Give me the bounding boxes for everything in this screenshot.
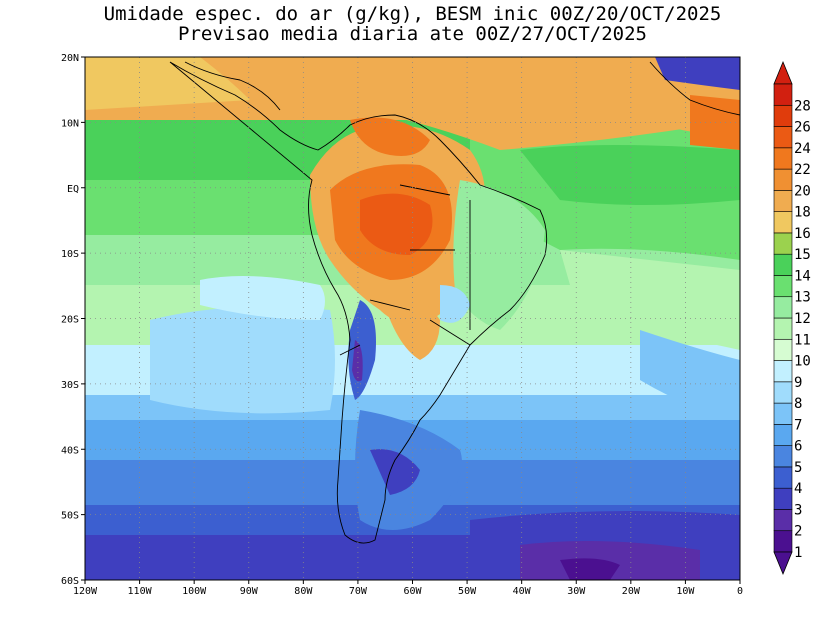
- lat-tick-label: 10S: [61, 249, 79, 260]
- patagonia-dark: [370, 449, 420, 495]
- brazil-highlands-blue: [440, 285, 470, 323]
- colorbar-label: 14: [794, 268, 811, 284]
- colorbar-swatch: [773, 360, 793, 383]
- africa-coast: [649, 61, 740, 116]
- lon-tick-label: 60W: [403, 586, 422, 597]
- lon-axis: 120W 110W 100W 90W 80W 70W 60W 50W 40W 30W 20W 10W 0: [73, 586, 743, 597]
- colorbar-label: 7: [794, 417, 802, 433]
- atacama-dry: [352, 340, 363, 382]
- central-america-coast: [184, 61, 281, 111]
- lon-tick-label: 120W: [73, 586, 98, 597]
- colorbar-swatch: [773, 338, 793, 361]
- lat-tick-label: 10N: [61, 118, 79, 129]
- colorbar-label: 10: [794, 354, 811, 370]
- lon-tick-label: 80W: [294, 586, 313, 597]
- map-title-line-2: Previsao media diaria ate 00Z/27/OCT/202…: [178, 23, 647, 45]
- north-orange: [85, 57, 740, 150]
- lon-tick-label: 0: [737, 586, 743, 597]
- lat-tick-label: 40S: [61, 445, 79, 456]
- country-borders: [339, 184, 471, 356]
- colorbar-swatch: [773, 487, 793, 510]
- caribbean-light: [85, 57, 250, 110]
- amazon-peak: [360, 193, 433, 255]
- pacific-dry-tongue: [200, 276, 325, 320]
- colorbar-label: 13: [794, 290, 811, 306]
- lon-tick-label: 20W: [622, 586, 641, 597]
- southern-ocean-min: [560, 558, 620, 580]
- south-america-coast: [169, 61, 548, 544]
- brazil-east-green: [453, 180, 545, 330]
- colorbar-label: 1: [794, 545, 802, 561]
- colorbar-swatch: [773, 253, 793, 276]
- lon-tick-label: 110W: [128, 586, 153, 597]
- colorbar-label: 26: [794, 120, 811, 136]
- colorbar-max-arrow: [773, 60, 793, 85]
- lat-axis: 20N 10N EQ 10S 20S 30S 40S 50S 60S: [61, 53, 79, 587]
- lat-tick-label: 60S: [61, 576, 79, 587]
- map-title-line-1: Umidade espec. do ar (g/kg), BESM inic 0…: [103, 3, 722, 25]
- colorbar-swatch: [773, 232, 793, 255]
- colorbar-label: 5: [794, 460, 802, 476]
- colorbar-swatch: [773, 104, 793, 127]
- colorbar-label: 12: [794, 311, 811, 327]
- colorbar-label: 22: [794, 162, 811, 178]
- chaco-orange: [380, 290, 440, 360]
- colorbar-label: 11: [794, 332, 811, 348]
- colorbar-swatch: [773, 190, 793, 212]
- lat-tick-label: 20N: [61, 53, 79, 64]
- lat-tick-label: EQ: [67, 184, 79, 195]
- colorbar-label: 9: [794, 375, 802, 391]
- colorbar-swatch: [773, 530, 793, 553]
- colorbar-min-arrow: [773, 551, 793, 576]
- colorbar-swatch: [773, 83, 793, 106]
- colorbar-label: 20: [794, 183, 811, 199]
- lon-tick-label: 100W: [182, 586, 207, 597]
- colorbar-swatch: [773, 402, 793, 425]
- colorbar-label: 4: [794, 481, 802, 497]
- colorbar-swatch: [773, 168, 793, 191]
- colorbar-swatch: [773, 381, 793, 404]
- colorbar-label: 6: [794, 439, 802, 455]
- lon-tick-label: 30W: [567, 586, 586, 597]
- lon-tick-label: 10W: [676, 586, 695, 597]
- colorbar-label: 2: [794, 524, 802, 540]
- southern-ocean-purple: [520, 541, 700, 580]
- colorbar-swatch: [773, 466, 793, 489]
- colorbar-swatch: [773, 296, 793, 319]
- lon-tick-label: 40W: [513, 586, 532, 597]
- sahara-dry: [655, 57, 740, 90]
- colorbar-swatch: [773, 211, 793, 234]
- lon-tick-label: 90W: [240, 586, 259, 597]
- colorbar-swatch: [773, 275, 793, 298]
- colorbar-label: 18: [794, 205, 811, 221]
- colorbar-swatch: [773, 147, 793, 170]
- colorbar-label: 15: [794, 247, 811, 263]
- atlantic-itcz: [520, 145, 740, 205]
- humidity-field: [85, 57, 740, 580]
- colorbar-swatch: [773, 445, 793, 468]
- colorbar-swatch: [773, 424, 793, 446]
- lon-tick-label: 50W: [458, 586, 477, 597]
- colorbar-label: 3: [794, 502, 802, 518]
- colorbar-swatch: [773, 126, 793, 149]
- south-atlantic-subtropics: [560, 250, 740, 350]
- colorbar-swatch: [773, 317, 793, 340]
- lat-tick-label: 30S: [61, 380, 79, 391]
- map-grid: [85, 57, 740, 580]
- pacific-subtropic-high: [150, 306, 335, 414]
- tick-marks: [81, 56, 741, 584]
- colorbar-label: 24: [794, 141, 811, 157]
- colorbar-label: 16: [794, 226, 811, 242]
- south-atlantic-blue: [640, 330, 740, 420]
- lat-tick-label: 50S: [61, 511, 79, 522]
- colorbar-label: 8: [794, 396, 802, 412]
- coastlines: [169, 61, 740, 544]
- lon-tick-label: 70W: [349, 586, 368, 597]
- colorbar-swatch: [773, 509, 793, 532]
- venezuela-orange: [350, 117, 430, 156]
- colorbar-label: 28: [794, 98, 811, 114]
- lat-tick-label: 20S: [61, 315, 79, 326]
